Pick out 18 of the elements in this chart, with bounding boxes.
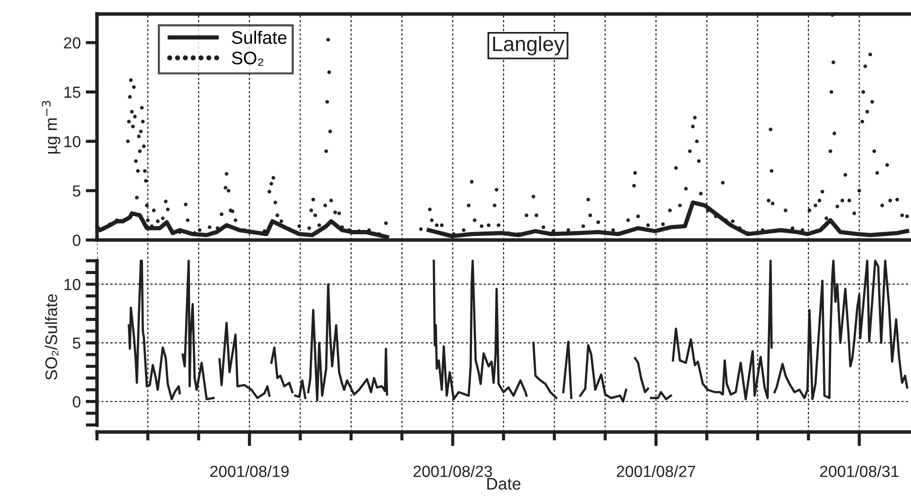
legend-label: SO₂ (232, 52, 264, 66)
x-tick-label: 2001/08/31 (820, 465, 898, 478)
x-axis-title: Date (487, 478, 520, 490)
x-tick-label: 2001/08/27 (616, 465, 696, 478)
y-tick-label: 15 (64, 86, 80, 98)
y-axis-title: µg m$^{−3}$ (42, 100, 60, 154)
y-tick-label: 5 (72, 185, 80, 197)
annotation: Langley (493, 36, 564, 56)
legend-label: Sulfate (232, 30, 287, 44)
y-tick-label: 20 (64, 37, 80, 49)
y-tick-label: 0 (72, 234, 80, 246)
x-tick-label: 2001/08/19 (210, 465, 289, 478)
y-axis-title: SO₂/Sulfate (44, 294, 58, 380)
y-tick-label: 10 (64, 278, 80, 290)
y-tick-label: 10 (64, 136, 80, 148)
y-tick-label: 0 (72, 396, 80, 408)
x-tick-label: 2001/08/23 (414, 465, 492, 478)
y-tick-label: 5 (72, 338, 80, 349)
